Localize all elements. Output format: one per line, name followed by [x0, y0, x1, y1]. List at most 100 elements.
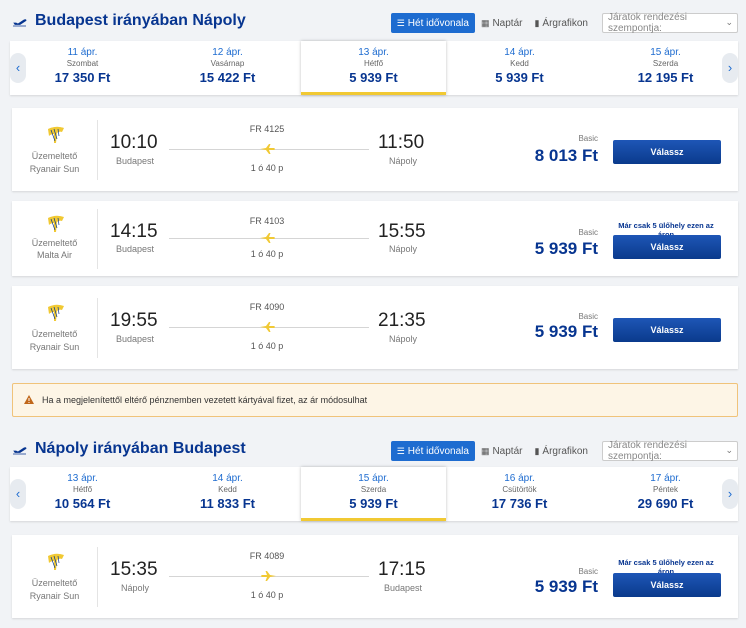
departure-time: 15:35 — [110, 559, 158, 580]
flight-card: Üzemeltető Ryanair Sun 10:10 Budapest FR… — [12, 108, 738, 191]
calendar-button[interactable]: ▦ Naptár — [480, 445, 523, 457]
section-title: Nápoly irányában Budapest — [35, 440, 246, 457]
operator-name: Ryanair Sun — [29, 591, 80, 601]
date-option[interactable]: 12 ápr. Vasárnap 15 422 Ft — [199, 47, 256, 85]
calendar-button[interactable]: ▦ Naptár — [480, 17, 523, 29]
flight-price: 8 013 Ft — [534, 146, 598, 165]
date-option[interactable]: 16 ápr. Csütörtök 17 736 Ft — [491, 473, 548, 511]
arrival-city: Nápoly — [388, 334, 417, 344]
outbound-header: Budapest irányában Nápoly ☰ Hét idővonala… — [0, 8, 746, 38]
date-option-selected[interactable]: 15 ápr. Szerda 5 939 Ft — [301, 467, 446, 521]
flight-duration: 1 ó 40 p — [250, 163, 284, 173]
flight-duration: 1 ó 40 p — [250, 341, 284, 351]
date-option-selected[interactable]: 13 ápr. Hétfő 5 939 Ft — [301, 41, 446, 95]
currency-warning: Ha a megjelenítettől eltérő pénznemben v… — [12, 383, 738, 417]
departure-time: 14:15 — [110, 221, 158, 242]
flight-number: FR 4090 — [249, 302, 285, 312]
plane-icon — [260, 233, 275, 243]
chevron-down-icon: ⌄ — [725, 17, 733, 27]
flight-duration: 1 ó 40 p — [250, 590, 284, 600]
arrival-time: 11:50 — [378, 132, 425, 153]
price-chart-button[interactable]: ▮ Árgrafikon — [534, 17, 588, 29]
date-option[interactable]: 14 ápr. Kedd 11 833 Ft — [200, 473, 255, 511]
seats-left-badge: Már csak 5 ülőhely ezen az áron — [618, 558, 714, 576]
flight-number: FR 4089 — [249, 551, 285, 561]
date-option[interactable]: 13 ápr. Hétfő 10 564 Ft — [54, 473, 111, 511]
bar-chart-icon: ▮ — [534, 445, 540, 456]
list-icon: ☰ — [396, 445, 405, 456]
select-flight-button[interactable]: Válassz — [613, 140, 721, 164]
return-header: Nápoly irányában Budapest ☰ Hét idővonala… — [0, 436, 746, 466]
chevron-left-icon: ‹ — [15, 60, 21, 75]
view-switcher: ☰ Hét idővonala ▦ Naptár ▮ Árgrafikon Járat… — [390, 12, 738, 34]
next-dates-button[interactable]: › — [722, 53, 738, 83]
flight-card: Üzemeltető Ryanair Sun 15:35 Nápoly FR 4… — [12, 535, 738, 618]
flight-price: 5 939 Ft — [534, 322, 598, 341]
select-flight-button[interactable]: Válassz — [613, 318, 721, 342]
ryanair-harp-logo-icon — [48, 553, 64, 570]
prev-dates-button[interactable]: ‹ — [10, 53, 26, 83]
operator-name: Malta Air — [36, 250, 72, 260]
arrival-time: 21:35 — [378, 310, 426, 331]
departure-city: Budapest — [115, 334, 155, 344]
select-flight-button[interactable]: Válassz — [613, 235, 721, 259]
week-timeline-button[interactable]: ☰ Hét idővonala — [390, 13, 475, 33]
sort-select[interactable]: Járatok rendezési szempontja: ⌄ — [602, 12, 738, 34]
ryanair-harp-logo-icon — [48, 215, 64, 232]
chevron-right-icon: › — [727, 486, 733, 501]
flight-duration: 1 ó 40 p — [250, 249, 284, 259]
departure-time: 19:55 — [110, 310, 158, 331]
fare-type: Basic — [578, 134, 598, 143]
list-icon: ☰ — [396, 17, 405, 28]
fare-type: Basic — [578, 567, 598, 576]
date-option[interactable]: 11 ápr. Szombat 17 350 Ft — [54, 47, 111, 85]
ryanair-harp-logo-icon — [48, 126, 64, 143]
arrival-city: Nápoly — [388, 244, 417, 254]
flight-number: FR 4125 — [249, 124, 285, 134]
prev-dates-button[interactable]: ‹ — [10, 479, 26, 509]
chevron-left-icon: ‹ — [15, 486, 21, 501]
plane-icon — [260, 144, 275, 154]
price-chart-button[interactable]: ▮ Árgrafikon — [534, 445, 588, 457]
plane-icon — [261, 571, 276, 581]
plane-icon — [260, 322, 275, 332]
arrival-city: Budapest — [383, 583, 423, 593]
plane-takeoff-icon — [13, 19, 27, 27]
next-dates-button[interactable]: › — [722, 479, 738, 509]
seats-left-badge: Már csak 5 ülőhely ezen az áron — [618, 221, 714, 239]
date-option[interactable]: 15 ápr. Szerda 12 195 Ft — [637, 47, 694, 85]
arrival-city: Nápoly — [388, 156, 417, 166]
flight-card: Üzemeltető Malta Air 14:15 Budapest FR 4… — [12, 201, 738, 276]
warning-text: Ha a megjelenítettől eltérő pénznemben v… — [42, 395, 368, 405]
bar-chart-icon: ▮ — [534, 17, 540, 28]
select-flight-button[interactable]: Válassz — [613, 573, 721, 597]
arrival-time: 17:15 — [378, 559, 426, 580]
date-strip: ‹ 11 ápr. Szombat 17 350 Ft 12 ápr. Vasárna… — [10, 41, 738, 95]
flight-card: Üzemeltető Ryanair Sun 19:55 Budapest FR… — [12, 286, 738, 369]
week-timeline-button[interactable]: ☰ Hét idővonala — [390, 441, 475, 461]
plane-takeoff-icon — [13, 447, 27, 455]
chevron-right-icon: › — [727, 60, 733, 75]
warning-icon — [24, 395, 34, 404]
calendar-icon: ▦ — [480, 17, 490, 28]
chevron-down-icon: ⌄ — [725, 445, 733, 455]
flight-number: FR 4103 — [249, 216, 285, 226]
sort-select[interactable]: Járatok rendezési szempontja: ⌄ — [602, 440, 738, 462]
view-switcher: ☰ Hét idővonala ▦ Naptár ▮ Árgrafikon Járat… — [390, 440, 738, 462]
departure-city: Budapest — [115, 156, 155, 166]
calendar-icon: ▦ — [480, 445, 490, 456]
fare-type: Basic — [578, 228, 598, 237]
section-title: Budapest irányában Nápoly — [35, 12, 246, 29]
departure-city: Nápoly — [120, 583, 149, 593]
departure-time: 10:10 — [110, 132, 158, 153]
date-option[interactable]: 17 ápr. Péntek 29 690 Ft — [637, 473, 694, 511]
arrival-time: 15:55 — [378, 221, 426, 242]
departure-city: Budapest — [115, 244, 155, 254]
date-strip: ‹ 13 ápr. Hétfő 10 564 Ft 14 ápr. Kedd 11 83… — [10, 467, 738, 521]
date-option[interactable]: 14 ápr. Kedd 5 939 Ft — [495, 47, 544, 85]
flight-price: 5 939 Ft — [534, 239, 598, 258]
flight-price: 5 939 Ft — [534, 577, 598, 596]
operator-name: Ryanair Sun — [29, 342, 80, 352]
operator-name: Ryanair Sun — [29, 164, 80, 174]
fare-type: Basic — [578, 312, 598, 321]
